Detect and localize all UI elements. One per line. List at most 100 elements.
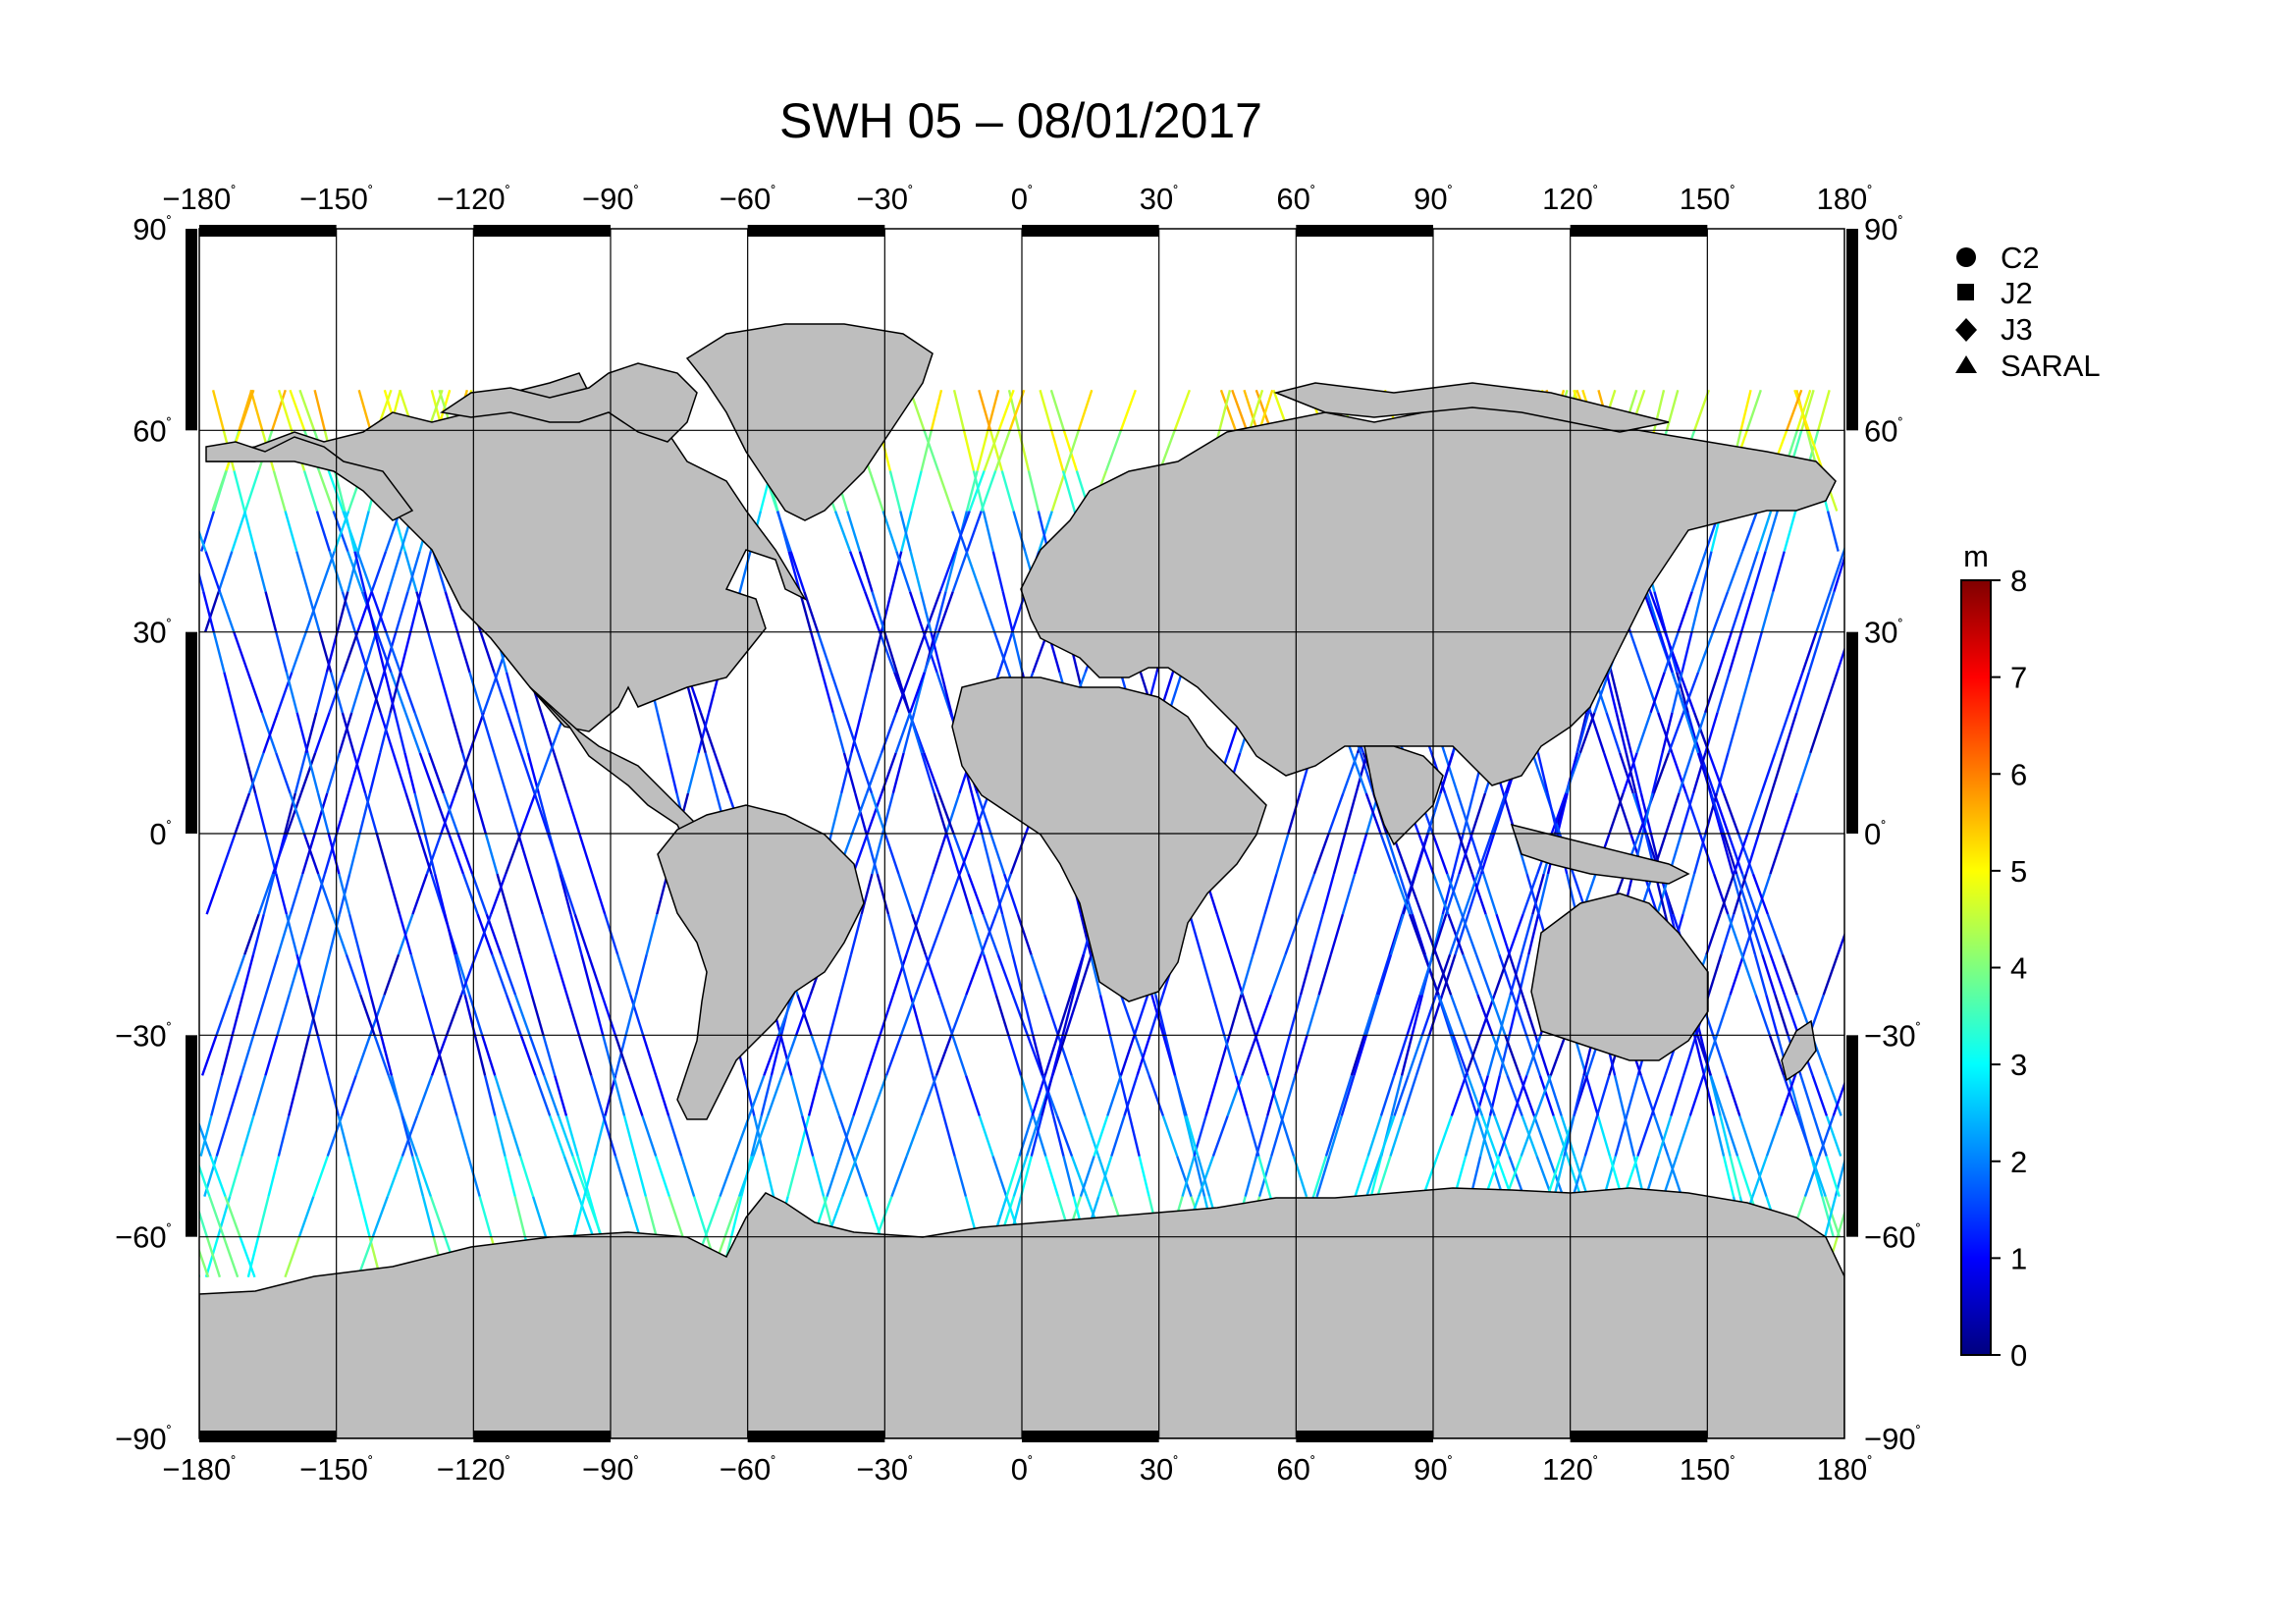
track-segment <box>534 1074 552 1116</box>
track-segment <box>1670 1075 1685 1116</box>
track-segment <box>1769 953 1787 996</box>
track-segment <box>1411 913 1427 955</box>
track-segment <box>750 1115 763 1157</box>
track-segment <box>828 994 842 1036</box>
track-segment <box>968 469 986 512</box>
track-segment <box>1462 953 1479 996</box>
track-segment <box>1829 551 1844 592</box>
track-segment <box>1629 752 1642 794</box>
track-segment <box>929 913 946 955</box>
track-segment <box>313 792 329 835</box>
track-segment <box>1663 631 1680 674</box>
track-segment <box>1353 833 1368 875</box>
track-segment <box>1760 752 1777 794</box>
lon-tick-top: 60˚ <box>1276 182 1315 216</box>
track-segment <box>1782 1075 1799 1116</box>
track-segment <box>923 752 940 794</box>
track-segment <box>573 913 590 955</box>
track-segment <box>865 752 883 794</box>
track-segment <box>1016 913 1033 955</box>
track-segment <box>1795 752 1812 794</box>
track-segment <box>988 430 1003 471</box>
lon-tick-top: 120˚ <box>1542 182 1598 216</box>
track-segment <box>1128 1115 1141 1157</box>
track-segment <box>1437 994 1455 1036</box>
track-segment <box>1311 1156 1328 1197</box>
track-segment <box>1328 1115 1343 1157</box>
track-segment <box>1294 1034 1308 1076</box>
track-segment <box>1736 833 1755 875</box>
track-segment <box>295 712 309 754</box>
track-segment <box>1683 712 1700 754</box>
track-segment <box>1667 712 1685 754</box>
frame-bar-left <box>186 229 197 431</box>
track-segment <box>430 873 446 915</box>
track-segment <box>809 631 824 674</box>
track-segment <box>1682 672 1700 714</box>
track-segment <box>786 1156 800 1197</box>
track-segment <box>909 672 926 714</box>
track-segment <box>1770 752 1786 794</box>
track-segment <box>301 833 316 875</box>
track-segment <box>775 511 792 552</box>
track-segment <box>1754 994 1772 1036</box>
track-segment <box>204 1236 220 1278</box>
track-segment <box>348 833 361 875</box>
track-segment <box>1061 470 1076 512</box>
track-segment <box>357 389 372 431</box>
track-segment <box>267 1156 281 1197</box>
track-segment <box>323 833 339 875</box>
track-segment <box>1009 833 1028 875</box>
track-segment <box>953 511 971 552</box>
track-segment <box>1726 551 1744 593</box>
track-segment <box>1693 1035 1706 1076</box>
track-segment <box>199 1247 210 1278</box>
track-segment <box>1458 833 1473 875</box>
track-segment <box>1786 389 1803 431</box>
track-segment <box>373 1034 391 1076</box>
lon-tick-bottom: 0˚ <box>1011 1452 1034 1487</box>
track-segment <box>624 994 638 1036</box>
track-segment <box>1508 953 1524 996</box>
track-segment <box>1039 389 1053 431</box>
track-segment <box>1465 1034 1482 1076</box>
track-segment <box>1614 1115 1629 1157</box>
track-segment <box>911 913 928 955</box>
track-segment <box>1696 1034 1713 1076</box>
track-segment <box>1315 1156 1331 1197</box>
track-segment <box>1746 792 1763 835</box>
track-segment <box>1728 631 1743 674</box>
track-segment <box>991 1156 1008 1197</box>
track-segment <box>1379 833 1397 875</box>
track-segment <box>693 712 707 754</box>
track-segment <box>1531 752 1548 794</box>
track-segment <box>981 833 993 875</box>
track-segment <box>1739 389 1752 431</box>
track-segment <box>1836 1209 1844 1238</box>
track-segment <box>229 1156 243 1197</box>
track-segment <box>644 1196 658 1237</box>
track-segment <box>1025 1115 1041 1157</box>
track-segment <box>483 1075 497 1116</box>
track-segment <box>341 591 356 633</box>
track-segment <box>298 389 316 431</box>
track-segment <box>1693 389 1710 431</box>
track-segment <box>1812 1115 1828 1157</box>
track-segment <box>461 752 476 794</box>
track-segment <box>1000 913 1014 955</box>
track-segment <box>345 953 362 996</box>
track-segment <box>363 591 377 632</box>
track-segment <box>1226 1074 1244 1116</box>
track-segment <box>934 1034 953 1076</box>
track-segment <box>212 631 226 674</box>
track-segment <box>1717 631 1734 674</box>
track-segment <box>787 551 802 592</box>
track-segment <box>870 631 883 674</box>
track-segment <box>1796 1115 1813 1157</box>
track-segment <box>1832 1080 1844 1116</box>
track-segment <box>1119 389 1137 431</box>
track-segment <box>423 833 437 875</box>
track-segment <box>204 551 222 592</box>
track-segment <box>1650 1075 1667 1116</box>
track-segment <box>399 631 412 674</box>
